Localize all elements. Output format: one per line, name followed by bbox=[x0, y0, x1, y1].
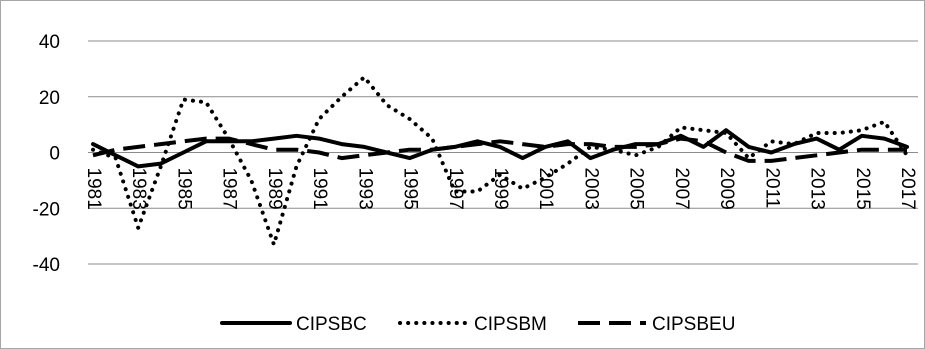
x-tick-label: 2011 bbox=[761, 168, 782, 209]
x-tick-label: 2007 bbox=[671, 168, 692, 210]
x-tick-label: 1983 bbox=[128, 168, 149, 210]
legend-label-cipsbm: CIPSBM bbox=[474, 314, 547, 335]
x-tick-label: 1995 bbox=[400, 168, 421, 210]
y-tick-label: -20 bbox=[33, 199, 60, 220]
x-tick-label: 1997 bbox=[445, 168, 466, 210]
x-tick-label: 1985 bbox=[173, 168, 194, 210]
series-lines bbox=[91, 75, 909, 247]
x-tick-label: 1989 bbox=[264, 168, 285, 210]
y-axis-tick-labels: 40 20 0 -20 -40 bbox=[33, 32, 60, 276]
series-line-cipsbm bbox=[91, 75, 909, 247]
x-axis-tick-labels: 1981 1983 1985 1987 1989 1991 1993 1995 1997 1999… bbox=[83, 168, 918, 210]
legend-label-cipsbeu: CIPSBEU bbox=[652, 314, 735, 335]
x-tick-label: 2015 bbox=[852, 168, 873, 210]
legend: CIPSBC CIPSBM CIPSBEU bbox=[220, 314, 735, 335]
series-line-cipsbc bbox=[91, 128, 909, 169]
x-tick-label: 2001 bbox=[535, 168, 556, 210]
x-tick-label: 1991 bbox=[309, 168, 330, 210]
x-tick-label: 1981 bbox=[83, 168, 104, 210]
x-tick-label: 2005 bbox=[626, 168, 647, 210]
x-tick-label: 2003 bbox=[580, 168, 601, 210]
y-tick-label: 40 bbox=[39, 32, 60, 53]
x-tick-label: 2017 bbox=[897, 168, 918, 210]
y-tick-label: -40 bbox=[33, 255, 60, 276]
gridlines bbox=[88, 40, 918, 265]
x-tick-label: 1993 bbox=[354, 168, 375, 210]
x-tick-label: 2009 bbox=[716, 168, 737, 210]
x-tick-label: 2013 bbox=[807, 168, 828, 210]
x-tick-label: 1987 bbox=[219, 168, 240, 210]
y-tick-label: 0 bbox=[49, 144, 60, 165]
y-tick-label: 20 bbox=[39, 88, 60, 109]
legend-label-cipsbc: CIPSBC bbox=[296, 314, 367, 335]
